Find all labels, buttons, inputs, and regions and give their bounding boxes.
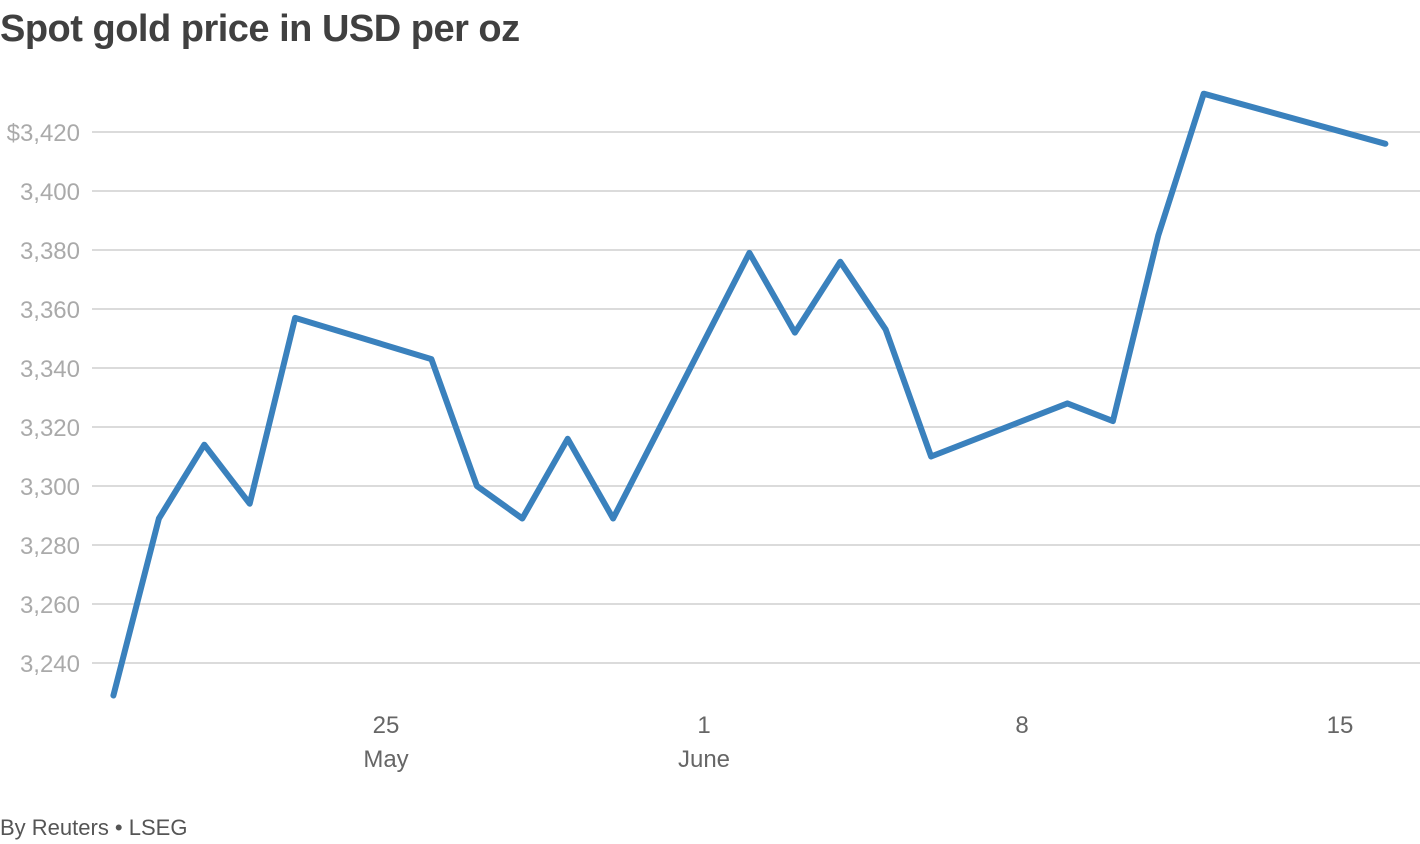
x-tick-month-label: May [363,746,408,773]
y-tick-label: $3,420 [7,120,80,147]
data-point [201,442,207,448]
source-credit: By Reuters • LSEG [0,815,188,840]
data-point [837,259,843,265]
data-point [1382,141,1388,147]
x-tick-label: 1 [697,712,710,739]
y-tick-label: 3,260 [20,592,80,619]
x-tick-month-label: June [678,746,730,773]
data-point [746,250,752,256]
y-tick-label: 3,300 [20,474,80,501]
y-tick-label: 3,240 [20,651,80,678]
data-point [1201,91,1207,97]
x-tick-label: 8 [1015,712,1028,739]
x-tick-label: 15 [1327,712,1354,739]
data-point [1110,418,1116,424]
data-point [428,356,434,362]
y-tick-label: 3,360 [20,297,80,324]
data-point [247,501,253,507]
data-point [156,515,162,521]
data-point [474,483,480,489]
series-layer [110,90,1389,699]
data-point [519,515,525,521]
chart-title: Spot gold price in USD per oz [0,8,520,50]
y-tick-label: 3,320 [20,415,80,442]
y-tick-label: 3,280 [20,533,80,560]
y-tick-label: 3,380 [20,238,80,265]
data-point [565,436,571,442]
data-point [1155,232,1161,238]
gridlines [92,131,1420,664]
x-tick-label: 25 [373,712,400,739]
data-point [1064,400,1070,406]
data-point [610,515,616,521]
y-axis-ticks: 3,240 3,260 3,280 3,300 3,320 3,340 3,360 3,380… [7,120,80,678]
data-point [792,330,798,336]
y-tick-label: 3,340 [20,356,80,383]
y-tick-label: 3,400 [20,179,80,206]
data-point [292,315,298,321]
data-point [883,327,889,333]
x-axis-ticks: 25 May 1 June 8 15 [363,712,1353,773]
data-point [928,454,934,459]
series-line-0 [110,90,1389,699]
data-point [110,692,116,698]
